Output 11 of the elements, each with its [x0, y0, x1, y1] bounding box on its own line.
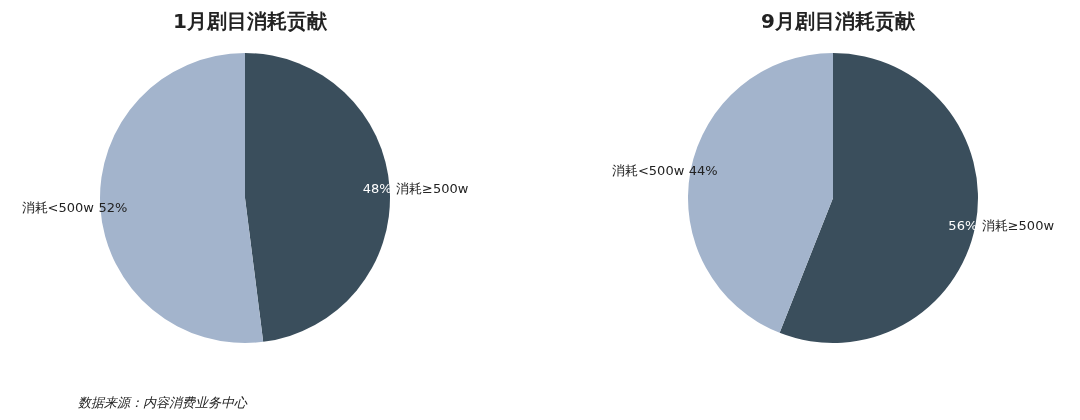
slice-label: 消耗<500w [21, 199, 95, 215]
slice-label: 消耗<500w [611, 162, 685, 178]
data-label: 48% [362, 181, 392, 197]
chart-title: 1月剧目消耗贡献 [173, 9, 328, 33]
slice-label: 消耗≥500w [981, 218, 1055, 234]
data-label: 56% [948, 218, 978, 234]
source-note: 数据来源：内容消费业务中心 [78, 394, 247, 412]
chart-title: 9月剧目消耗贡献 [761, 9, 916, 33]
data-label: 44% [688, 162, 718, 178]
data-label: 52% [98, 199, 128, 215]
slice-label: 消耗≥500w [396, 181, 469, 197]
